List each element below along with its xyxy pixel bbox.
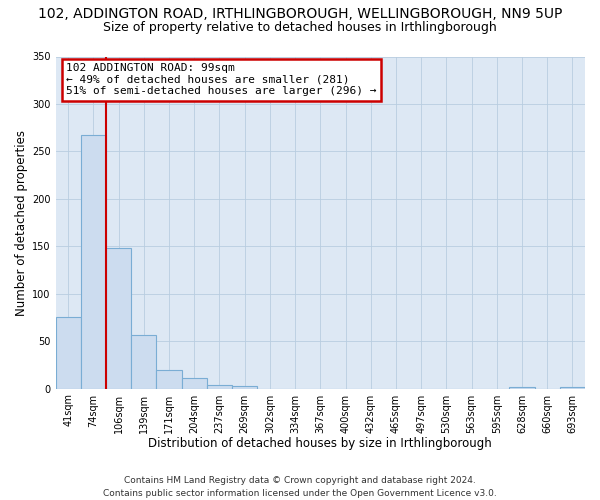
Bar [207, 385, 232, 388]
Text: Contains HM Land Registry data © Crown copyright and database right 2024.
Contai: Contains HM Land Registry data © Crown c… [103, 476, 497, 498]
Text: 102 ADDINGTON ROAD: 99sqm
← 49% of detached houses are smaller (281)
51% of semi: 102 ADDINGTON ROAD: 99sqm ← 49% of detac… [66, 63, 377, 96]
Bar [81, 136, 106, 388]
Y-axis label: Number of detached properties: Number of detached properties [15, 130, 28, 316]
Bar [56, 318, 81, 388]
Bar [131, 334, 157, 388]
Bar [232, 386, 257, 388]
Bar [182, 378, 207, 388]
Text: Size of property relative to detached houses in Irthlingborough: Size of property relative to detached ho… [103, 21, 497, 34]
Text: 102, ADDINGTON ROAD, IRTHLINGBOROUGH, WELLINGBOROUGH, NN9 5UP: 102, ADDINGTON ROAD, IRTHLINGBOROUGH, WE… [38, 8, 562, 22]
Bar [157, 370, 182, 388]
X-axis label: Distribution of detached houses by size in Irthlingborough: Distribution of detached houses by size … [148, 437, 492, 450]
Bar [560, 386, 585, 388]
Bar [509, 386, 535, 388]
Bar [106, 248, 131, 388]
